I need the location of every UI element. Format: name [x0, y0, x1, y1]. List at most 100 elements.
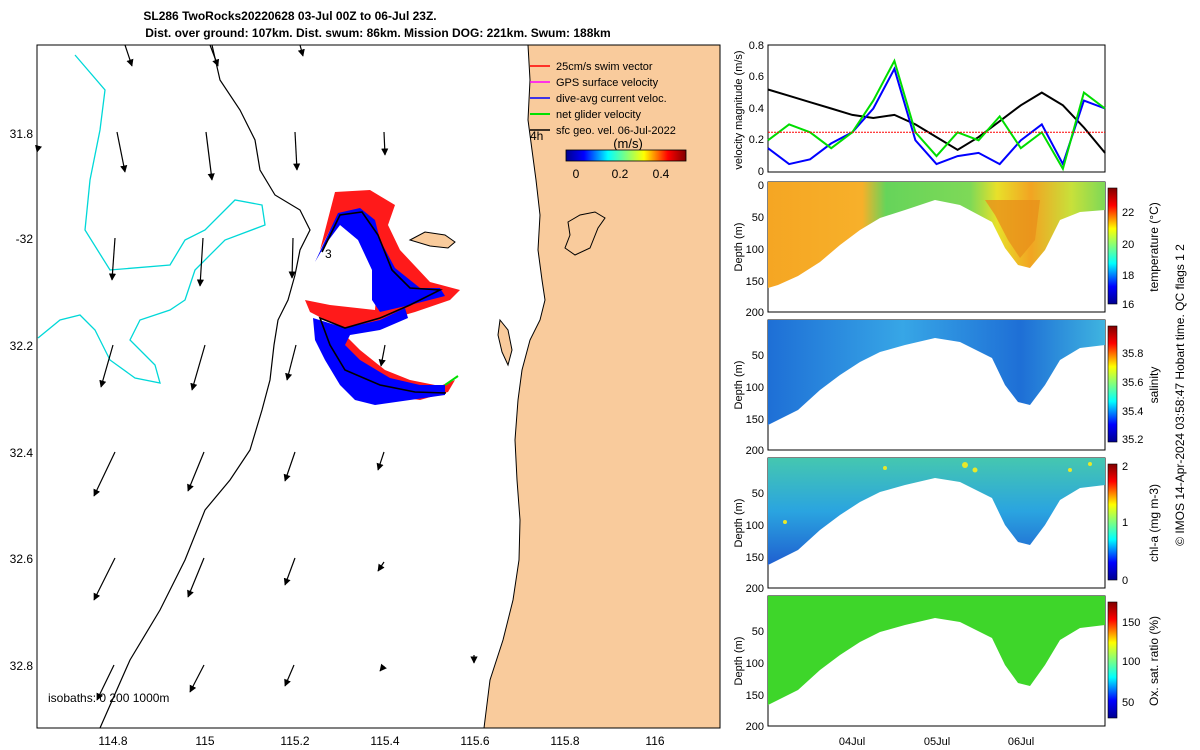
temp-cbar-tick: 16	[1122, 299, 1134, 311]
lat-tick-label: 32.8	[10, 659, 34, 673]
islet	[497, 318, 513, 367]
depth-tick-label: 50	[752, 626, 764, 638]
salinity-section	[768, 320, 1105, 425]
colorbar-tick: 0.4	[653, 167, 670, 181]
temp-cbar-tick: 22	[1122, 207, 1134, 219]
sal-cbar-tick: 35.4	[1122, 406, 1143, 418]
depth-tick-label: 50	[752, 212, 764, 224]
figure-title-line1: SL286 TwoRocks20220628 03-Jul 00Z to 06-…	[143, 9, 436, 23]
ox-colorbar	[1107, 601, 1118, 719]
map-panel: 3 4h 114.8 115 115.2 115.4 115.6 115.8 1…	[10, 44, 721, 748]
vel-ylabel: velocity magnitude (m/s)	[733, 50, 745, 169]
colorbar-tick: 0.2	[612, 167, 629, 181]
sal-cbar-tick: 35.6	[1122, 377, 1143, 389]
chl-ylabel: Depth (m)	[733, 499, 745, 548]
depth-tick-label: 150	[746, 552, 764, 564]
velocity-series-line	[767, 58, 1106, 172]
depth-tick-label: 0	[758, 180, 764, 192]
velocity-series	[767, 58, 1106, 172]
lon-tick-label: 115.6	[460, 734, 489, 748]
island-small	[564, 211, 606, 256]
legend-label: net glider velocity	[556, 109, 641, 121]
lon-tick-label: 115	[195, 734, 214, 748]
map-legend: 25cm/s swim vector GPS surface velocity …	[530, 61, 687, 181]
map-lon-ticks: 114.8 115 115.2 115.4 115.6 115.8 116	[98, 734, 664, 748]
depth-tick-label: 150	[746, 276, 764, 288]
depth-tick-label: 150	[746, 690, 764, 702]
sal-colorbar	[1107, 325, 1118, 443]
chl-colorbar	[1107, 463, 1118, 581]
colorbar-unit: (m/s)	[613, 136, 643, 151]
temp-colorbar	[1107, 187, 1118, 305]
lat-tick-label: 31.8	[10, 127, 34, 141]
island	[408, 231, 456, 249]
lon-tick-label: 114.8	[98, 734, 127, 748]
isobath-200m	[99, 44, 311, 729]
lat-tick-label: 32.6	[10, 552, 34, 566]
legend-label: sfc geo. vel. 06-Jul-2022	[556, 125, 676, 137]
depth-tick-label: 150	[746, 414, 764, 426]
ox-cbar-tick: 100	[1122, 656, 1140, 668]
sal-cbar-tick: 35.8	[1122, 348, 1143, 360]
sal-clabel: salinity	[1147, 367, 1161, 404]
temp-ylabel: Depth (m)	[733, 223, 745, 272]
temperature-panel: Depth (m) 0 50 100 150 200 16 18 20 22 t…	[733, 180, 1161, 319]
depth-tick-label: 200	[746, 583, 764, 595]
time-tick-label: 05Jul	[924, 736, 950, 748]
legend-label: GPS surface velocity	[556, 77, 659, 89]
oxygen-section	[768, 596, 1105, 705]
ox-cbar-tick: 50	[1122, 697, 1134, 709]
time-tick-label: 04Jul	[839, 736, 865, 748]
depth-tick-label: 50	[752, 350, 764, 362]
time-tick-label: 06Jul	[1008, 736, 1034, 748]
vel-tick-label: 0	[758, 166, 764, 178]
velocity-series-line	[767, 88, 1106, 154]
sal-ylabel: Depth (m)	[733, 361, 745, 410]
ox-cbar-tick: 150	[1122, 617, 1140, 629]
isobath-1000m	[37, 54, 266, 384]
temp-cbar-tick: 20	[1122, 239, 1134, 251]
vel-tick-label: 0.6	[749, 71, 764, 83]
legend-label: dive-avg current veloc.	[556, 93, 667, 105]
speed-colorbar	[565, 149, 687, 162]
lon-tick-label: 115.8	[550, 734, 579, 748]
lon-tick-label: 115.4	[370, 734, 399, 748]
geostrophic-velocity-arrows	[35, 44, 478, 701]
chl-clabel: chl-a (mg m-3)	[1147, 484, 1161, 562]
lat-tick-label: 32.2	[10, 339, 34, 353]
depth-tick-label: 100	[746, 520, 764, 532]
ox-ylabel: Depth (m)	[733, 637, 745, 686]
lon-tick-label: 115.2	[280, 734, 309, 748]
glider-track	[305, 190, 460, 405]
oxygen-panel: Depth (m) 50 100 150 200 04Jul 05Jul 06J…	[733, 595, 1161, 748]
temp-clabel: temperature (°C)	[1147, 202, 1161, 292]
depth-tick-label: 200	[746, 307, 764, 319]
lat-tick-label: 32.4	[10, 446, 34, 460]
salinity-panel: Depth (m) 50 100 150 200 35.2 35.4 35.6 …	[733, 319, 1161, 457]
velocity-panel: 0 0.2 0.4 0.6 0.8 velocity magnitude (m/…	[733, 40, 1106, 178]
depth-tick-label: 100	[746, 658, 764, 670]
depth-tick-label: 100	[746, 244, 764, 256]
vel-tick-label: 0.4	[749, 103, 764, 115]
legend-label: 25cm/s swim vector	[556, 61, 653, 73]
figure-title-line2: Dist. over ground: 107km. Dist. swum: 86…	[145, 26, 610, 40]
chl-cbar-tick: 0	[1122, 575, 1128, 587]
chl-high-dots	[783, 462, 1092, 524]
lon-tick-label: 116	[645, 734, 664, 748]
map-frame	[36, 44, 721, 729]
temp-cbar-tick: 18	[1122, 270, 1134, 282]
chl-section	[768, 458, 1105, 565]
depth-tick-label: 200	[746, 445, 764, 457]
vel-tick-label: 0.2	[749, 134, 764, 146]
chl-cbar-tick: 2	[1122, 461, 1128, 473]
track-label-4h: 4h	[530, 129, 543, 143]
chl-cbar-tick: 1	[1122, 517, 1128, 529]
velocity-series-line	[767, 66, 1106, 167]
track-label-3: 3	[325, 247, 332, 261]
sal-cbar-tick: 35.2	[1122, 434, 1143, 446]
depth-tick-label: 200	[746, 721, 764, 733]
isobaths-label: isobaths: 0 200 1000m	[48, 691, 169, 705]
vel-tick-label: 0.8	[749, 40, 764, 52]
depth-tick-label: 50	[752, 488, 764, 500]
